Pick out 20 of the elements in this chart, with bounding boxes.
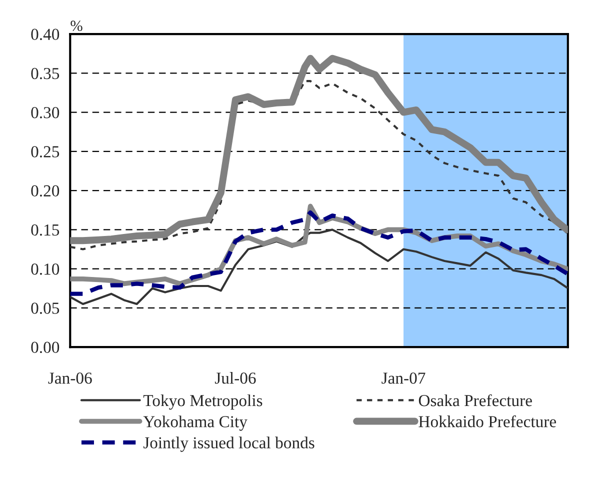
y-axis-title: % [70, 20, 82, 32]
x-tick-label: Jan-06 [48, 372, 92, 384]
y-tick-label: 0.15 [31, 224, 60, 236]
x-tick-label: Jul-06 [214, 372, 256, 384]
y-tick-label: 0.05 [31, 302, 60, 314]
y-tick-label: 0.00 [31, 342, 60, 354]
y-tick-label: 0.20 [31, 185, 60, 197]
legend-label: Hokkaido Prefecture [418, 415, 556, 428]
legend-label: Yokohama City [143, 416, 248, 431]
line-series [70, 210, 568, 296]
y-tick-label: 0.30 [31, 107, 60, 118]
legend-label: Tokyo Metropolis [143, 394, 262, 410]
y-tick-label: 0.10 [31, 264, 60, 275]
x-tick-label: Jan-07 [382, 372, 426, 384]
y-tick-label: 0.25 [31, 146, 60, 158]
legend-label: Jointly issued local bonds [143, 436, 314, 452]
y-tick-label: 0.40 [31, 28, 60, 40]
legend-label: Osaka Prefecture [418, 394, 532, 406]
line-series [70, 228, 568, 306]
y-tick-label: 0.35 [31, 68, 60, 80]
